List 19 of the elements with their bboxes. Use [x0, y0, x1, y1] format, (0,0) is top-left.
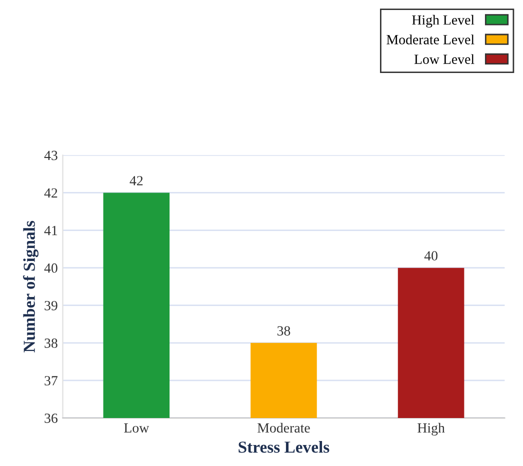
- y-tick-label: 36: [44, 414, 58, 423]
- y-tick-label: 40: [44, 263, 58, 273]
- y-axis-title: Number of Signals: [23, 220, 38, 352]
- legend-label: Moderate Level: [386, 34, 474, 44]
- legend-label: Low Level: [414, 54, 474, 64]
- y-tick-label: 43: [44, 150, 58, 160]
- data-label: 40: [424, 251, 438, 260]
- y-tick-label: 38: [44, 338, 58, 348]
- y-tick-label: 42: [44, 188, 58, 198]
- x-tick-label: Moderate: [258, 422, 310, 433]
- x-tick-label: High: [418, 422, 445, 436]
- x-axis-title: Stress Levels: [238, 441, 330, 453]
- legend-label: High Level: [412, 14, 474, 28]
- y-tick-label: 39: [44, 300, 58, 310]
- data-label: 38: [277, 326, 290, 336]
- y-tick-label: 37: [44, 376, 58, 386]
- y-tick-label: 41: [44, 226, 58, 236]
- x-tick-label: Low: [124, 423, 150, 433]
- data-label: 42: [130, 176, 143, 186]
